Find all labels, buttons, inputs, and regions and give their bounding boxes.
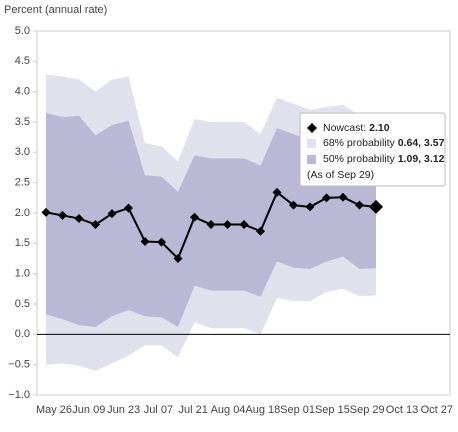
nowcast-point (239, 220, 249, 230)
y-tick-label: −0.5 (8, 359, 30, 371)
x-tick-label: Jun 23 (107, 404, 140, 416)
nowcast-point (289, 200, 298, 210)
tooltip-box (299, 112, 446, 187)
tooltip-note: (As of Sep 29) (307, 169, 374, 181)
y-tick-label: 4.5 (15, 55, 30, 67)
y-tick-label: 3.5 (15, 116, 30, 128)
x-tick-label: Sep 01 (280, 404, 315, 416)
nowcast-point (157, 237, 166, 247)
nowcast-point (338, 192, 348, 202)
tooltip-icon (307, 123, 317, 133)
nowcast-point (355, 200, 364, 210)
tooltip-text: 50% probability 1.09, 3.12 (323, 153, 445, 165)
nowcast-point (173, 254, 183, 263)
band-50 (46, 112, 376, 328)
nowcast-point (190, 212, 199, 222)
y-tick-label: 0.0 (15, 328, 30, 340)
y-tick-label: 5.0 (15, 25, 30, 37)
nowcast-point (41, 207, 51, 217)
x-tick-label: Jul 07 (144, 404, 173, 416)
x-tick-label: Jul 21 (179, 404, 208, 416)
tooltip-text: 68% probability 0.64, 3.57 (323, 137, 445, 149)
y-tick-label: 0.5 (15, 298, 30, 310)
nowcast-point (305, 202, 315, 212)
y-axis-label: Percent (annual rate) (4, 4, 107, 16)
x-tick-label: Jun 09 (72, 404, 105, 416)
tooltip-icon (307, 155, 316, 164)
tooltip-value: 0.64, 3.57 (398, 137, 445, 149)
nowcast-point (124, 203, 133, 213)
y-tick-label: 2.0 (15, 207, 30, 219)
nowcast-point (91, 220, 100, 230)
x-tick-label: Aug 18 (245, 404, 280, 416)
nowcast-point (74, 213, 84, 223)
y-tick-label: 1.5 (15, 237, 30, 249)
y-tick-label: 2.5 (15, 177, 30, 189)
y-tick-label: 3.0 (15, 146, 30, 158)
nowcast-point (206, 220, 216, 230)
nowcast-point (272, 187, 282, 197)
x-tick-label: Aug 04 (211, 404, 246, 416)
nowcast-point (107, 209, 117, 219)
nowcast-point (369, 199, 383, 214)
x-tick-label: Sep 15 (315, 404, 350, 416)
x-tick-label: May 26 (36, 404, 72, 416)
tooltip-value: 2.10 (369, 122, 390, 134)
nowcast-point (223, 220, 232, 230)
tooltip-value: 1.09, 3.12 (398, 153, 445, 165)
tooltip-icon (307, 139, 316, 148)
nowcast-point (322, 193, 331, 203)
x-tick-label: Oct 27 (421, 404, 453, 416)
y-tick-label: 4.0 (15, 86, 30, 98)
y-tick-label: 1.0 (15, 268, 30, 280)
tooltip-label: 68% probability (323, 137, 396, 149)
nowcast-point (140, 237, 150, 247)
nowcast-point (58, 210, 67, 220)
tooltip-label: 50% probability (323, 153, 396, 165)
tooltip-label: Nowcast: (323, 122, 366, 134)
nowcast-point (256, 226, 265, 236)
y-tick-label: −1.0 (8, 389, 30, 401)
tooltip-text: Nowcast: 2.10 (323, 122, 390, 134)
x-tick-label: Sep 29 (350, 404, 385, 416)
x-tick-label: Oct 13 (386, 404, 418, 416)
